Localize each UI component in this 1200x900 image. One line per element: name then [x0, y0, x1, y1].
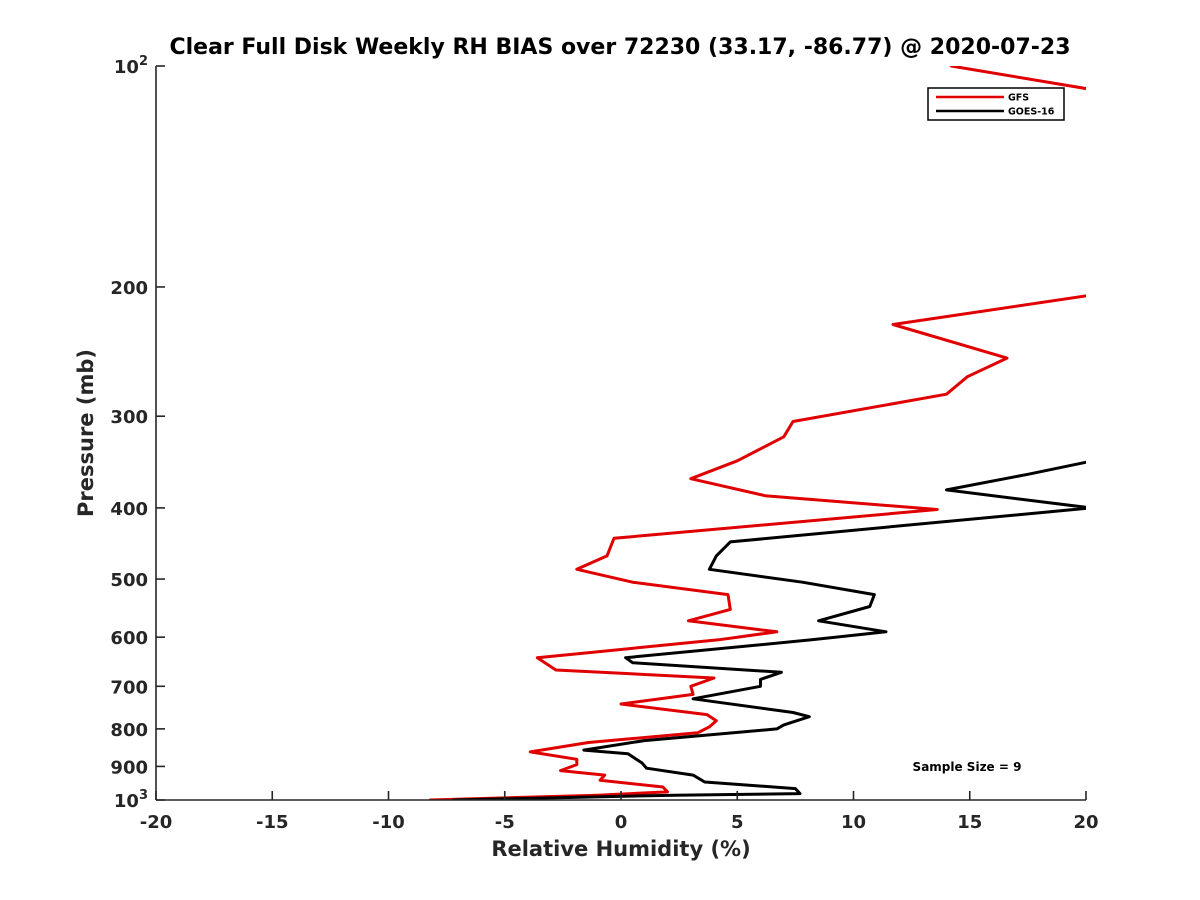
x-tick-label: 0 [615, 812, 628, 833]
x-tick-label: -5 [495, 812, 515, 833]
x-tick-label: 10 [841, 812, 866, 833]
sample-size-annotation: Sample Size = 9 [913, 760, 1022, 774]
legend-box [927, 87, 1065, 121]
legend-label: GOES-16 [1008, 107, 1055, 118]
x-ticks: -20 -15 -10 -5 0 5 10 15 20 [140, 791, 1099, 833]
y-tick-label: 900 [110, 757, 148, 778]
series-line-gfs [428, 66, 1086, 800]
series-layer [428, 66, 1086, 800]
x-tick-label: 15 [957, 812, 982, 833]
x-tick-label: 5 [731, 812, 744, 833]
x-tick-label: -20 [140, 812, 173, 833]
plot-area [428, 66, 1086, 800]
x-tick-label: 20 [1073, 812, 1098, 833]
y-tick-label: 500 [110, 570, 148, 591]
x-tick-label: -15 [256, 812, 289, 833]
series-line-goes-16 [452, 460, 1086, 800]
chart-title: Clear Full Disk Weekly RH BIAS over 7223… [169, 35, 1070, 60]
y-tick-label: 700 [110, 677, 148, 698]
y-axis-label: Pressure (mb) [74, 349, 98, 517]
legend-label: GFS [1008, 93, 1029, 104]
y-tick-label: 200 [110, 278, 148, 299]
y-tick-label: 300 [110, 407, 148, 428]
x-axis-label: Relative Humidity (%) [491, 837, 750, 861]
y-tick-label: 400 [110, 499, 148, 520]
x-tick-label: -10 [372, 812, 405, 833]
y-tick-label: 600 [110, 628, 148, 649]
legend: GFS GOES-16 [927, 87, 1065, 121]
y-tick-label: 800 [110, 720, 148, 741]
